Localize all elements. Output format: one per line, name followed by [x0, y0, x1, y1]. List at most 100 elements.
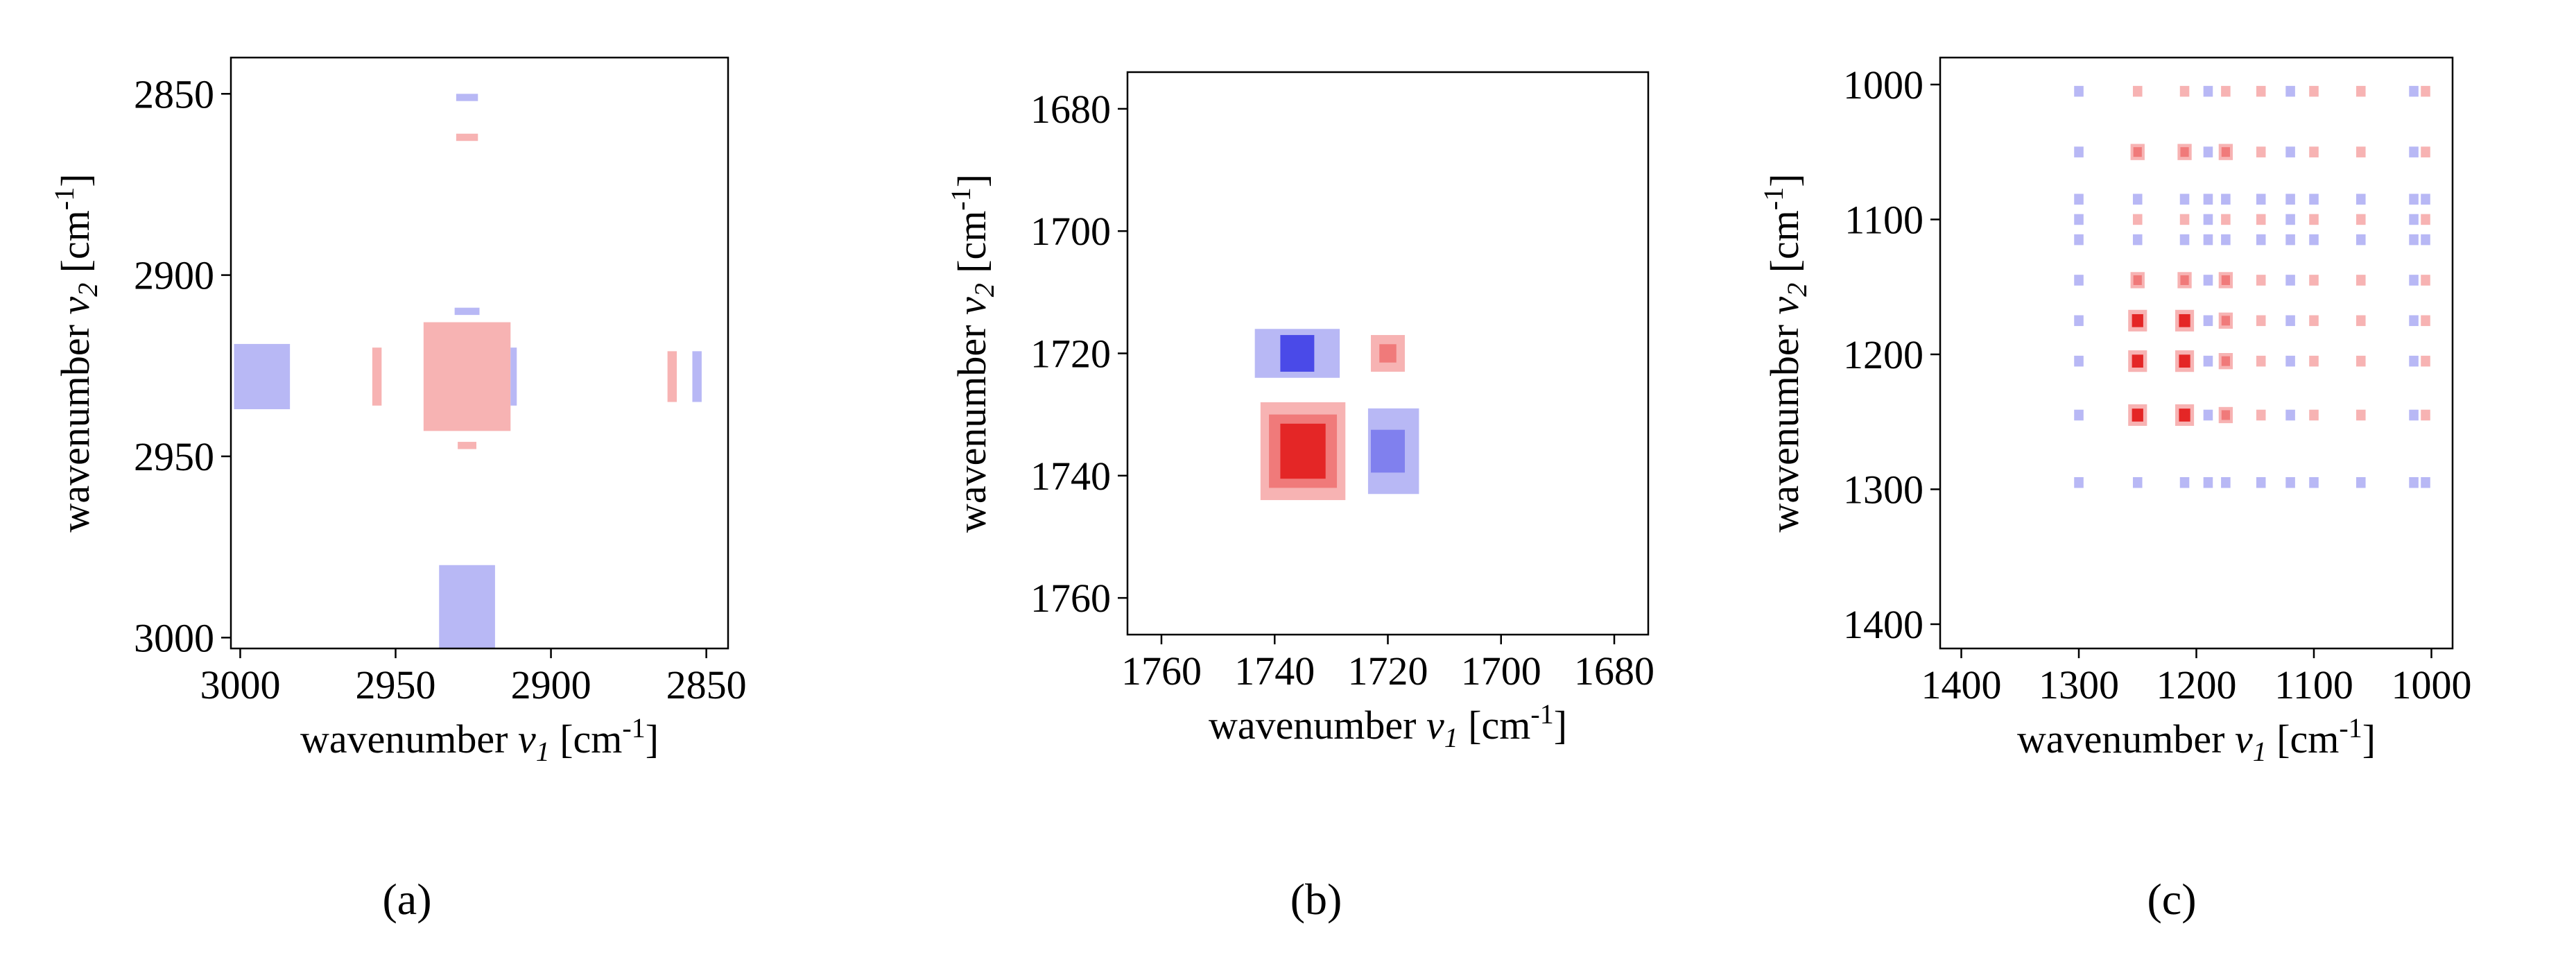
heatmap-cell-negative	[2074, 275, 2084, 286]
x-axis-label-subscript: 1	[2253, 736, 2267, 767]
x-axis-label-symbol: ν	[518, 716, 536, 762]
heatmap-cell-negative	[2074, 409, 2084, 421]
x-axis-label-subscript: 1	[536, 736, 550, 767]
panel-c-chart: 1400 1300 1200 1100 1000 1000 1100 1200 1300 1400…	[1758, 56, 2471, 767]
plot-frame	[230, 56, 729, 650]
heatmap-cell-positive	[2421, 409, 2430, 421]
x-tick-label: 1400	[1921, 662, 2002, 707]
heatmap-cell-negative	[2256, 194, 2266, 205]
x-axis-label-unit-close: ]	[2362, 716, 2376, 762]
heatmap-cell-negative	[2309, 476, 2319, 488]
heatmap-cell-positive	[2179, 214, 2190, 225]
heatmap-cell-negative	[2074, 85, 2084, 97]
x-tick-label: 2850	[666, 662, 747, 707]
heatmap-feature-negative	[439, 565, 495, 648]
heatmap-cell-positive	[2309, 85, 2319, 97]
heatmap-cell-core-positive	[2132, 409, 2143, 422]
x-tick-label: 1000	[2391, 662, 2471, 707]
heatmap-cell-positive	[2221, 85, 2231, 97]
heatmap-cell-negative	[2132, 234, 2143, 246]
heatmap-cell-negative	[2285, 355, 2295, 367]
x-tick-label: 2900	[511, 662, 591, 707]
heatmap-cell-positive	[2421, 355, 2430, 367]
heatmap-cell-negative	[2285, 214, 2295, 225]
heatmap-feature-positive	[372, 347, 382, 406]
heatmap-cell-positive	[2256, 355, 2266, 367]
heatmap-cell-negative	[2409, 409, 2419, 421]
heatmap-cell-negative	[2309, 194, 2319, 205]
y-tick-label: 2950	[134, 434, 214, 479]
y-tick-label: 3000	[134, 615, 214, 660]
x-tick-label: 1300	[2039, 662, 2119, 707]
heatmap-feature-negative	[692, 351, 702, 402]
heatmap-cell-negative	[2285, 476, 2295, 488]
heatmap-cell-positive	[2356, 85, 2366, 97]
heatmap-cell-positive	[2132, 214, 2143, 225]
heatmap-cell-negative	[2203, 146, 2213, 157]
heatmap-cell-positive	[2221, 214, 2231, 225]
heatmap-cell-positive	[2256, 275, 2266, 286]
y-axis-label: wavenumber ν2 [cm-1]	[1758, 173, 1813, 532]
y-axis-label-prefix: wavenumber	[1762, 315, 1807, 533]
heatmap-cell-negative	[2256, 234, 2266, 246]
x-axis-label-superscript: -1	[1530, 698, 1553, 730]
y-axis-label-superscript: -1	[1758, 187, 1789, 210]
y-tick-label: 1700	[1030, 209, 1111, 254]
y-axis-label-unit-open: [cm	[949, 211, 994, 284]
x-axis-label: wavenumber ν1 [cm-1]	[2017, 712, 2376, 767]
heatmap-cell-core-positive	[2132, 354, 2143, 368]
heatmap-cell-negative	[2409, 214, 2419, 225]
heatmap-cell-core-positive	[2180, 147, 2189, 157]
heatmap-cell-positive	[2421, 214, 2430, 225]
heatmap-cell-core-positive	[2221, 147, 2230, 157]
heatmap-cell-negative	[2409, 476, 2419, 488]
x-axis-label-superscript: -1	[2339, 712, 2362, 743]
heatmap-cell-positive	[2421, 85, 2430, 97]
y-axis-label-unit-open: [cm	[1762, 210, 1807, 283]
heatmap-cell-positive	[2256, 409, 2266, 421]
heatmap-cell-positive	[2256, 146, 2266, 157]
y-axis-label-subscript: 2	[969, 283, 1000, 297]
x-tick-label: 1760	[1121, 648, 1202, 694]
heatmap-cell-negative	[2421, 476, 2430, 488]
y-axis-label-superscript: -1	[49, 187, 80, 210]
heatmap-cell-negative	[2203, 194, 2213, 205]
heatmap-cell-negative	[2285, 315, 2295, 327]
heatmap-cell-positive	[2356, 355, 2366, 367]
y-axis-label-subscript: 2	[1781, 283, 1813, 297]
heatmap-feature-positive	[423, 322, 511, 431]
heatmap-cell-positive	[2356, 409, 2366, 421]
heatmap-cell-core-positive	[2133, 147, 2142, 157]
x-axis-label-unit-close: ]	[1554, 703, 1567, 748]
x-tick-label: 1740	[1234, 648, 1315, 694]
heatmap-feature-negative	[1371, 429, 1405, 473]
x-axis-label-unit-open: [cm	[2267, 716, 2340, 762]
heatmap-cell-positive	[2356, 214, 2366, 225]
x-axis-label-prefix: wavenumber	[1209, 703, 1426, 748]
heatmap-cell-negative	[2203, 85, 2213, 97]
y-axis-label: wavenumber ν2 [cm-1]	[945, 174, 1000, 533]
heatmap-feature-positive	[456, 133, 478, 141]
y-axis-label-symbol: ν	[53, 297, 98, 315]
y-tick-label: 1720	[1030, 332, 1111, 377]
heatmap-cell-positive	[2356, 315, 2366, 327]
heatmap-cell-core-positive	[2133, 275, 2142, 285]
heatmap-cell-core-positive	[2221, 410, 2230, 420]
plot-area	[1254, 329, 1419, 501]
heatmap-cell-positive	[2309, 275, 2319, 286]
x-axis-label: wavenumber ν1 [cm-1]	[300, 712, 659, 767]
x-tick-label: 3000	[200, 662, 280, 707]
plot-area	[234, 94, 702, 648]
heatmap-cell-negative	[2179, 476, 2190, 488]
heatmap-feature-positive	[1379, 344, 1397, 363]
heatmap-cell-positive	[2421, 315, 2430, 327]
heatmap-cell-positive	[2179, 85, 2190, 97]
heatmap-cell-negative	[2309, 234, 2319, 246]
panel-label-b: (b)	[1290, 875, 1342, 924]
y-axis-label-symbol: ν	[949, 297, 994, 315]
heatmap-cell-negative	[2409, 194, 2419, 205]
heatmap-cell-negative	[2356, 476, 2366, 488]
heatmap-cell-negative	[2409, 146, 2419, 157]
heatmap-cell-negative	[2409, 355, 2419, 367]
heatmap-cell-negative	[2074, 194, 2084, 205]
